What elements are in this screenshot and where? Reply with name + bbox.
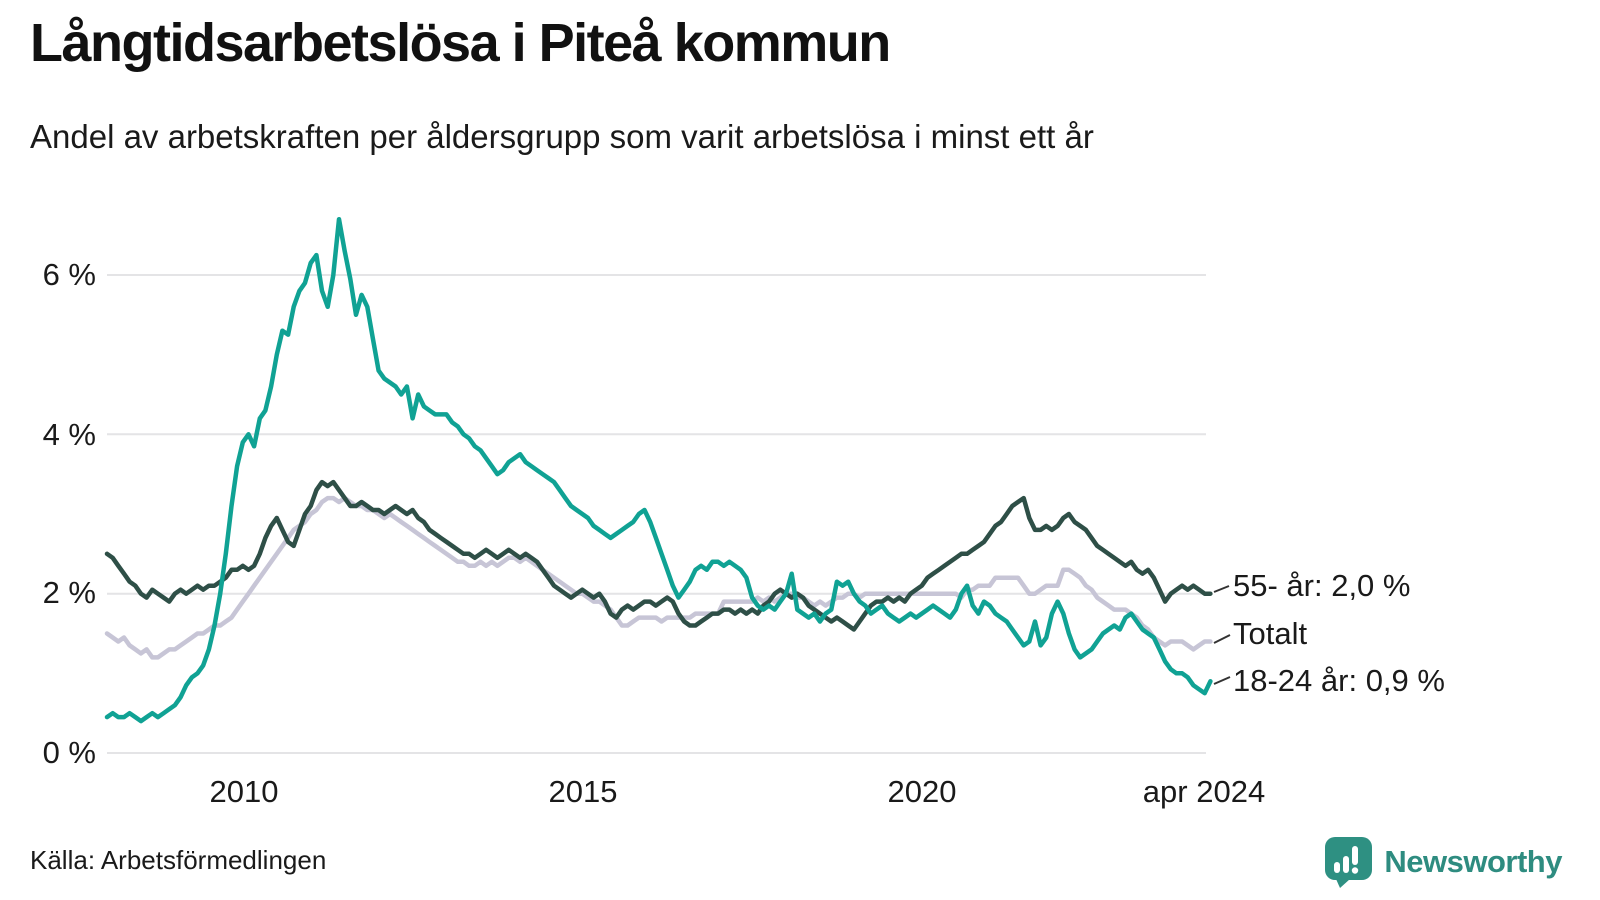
- y-tick-2: 2 %: [42, 575, 96, 610]
- y-tick-6: 6 %: [42, 257, 96, 292]
- chart-subtitle: Andel av arbetskraften per åldersgrupp s…: [30, 118, 1094, 155]
- leader-line-totalt: [1213, 634, 1231, 644]
- series-label-totalt: Totalt: [1233, 616, 1308, 651]
- x-tick-2010: 2010: [209, 774, 279, 809]
- series-label-18-24: 18-24 år: 0,9 %: [1233, 663, 1445, 698]
- y-tick-0: 0 %: [42, 735, 96, 770]
- series-line-55: [104, 479, 1213, 632]
- x-tick-2015: 2015: [548, 774, 618, 809]
- series-line-totalt: [104, 495, 1213, 660]
- newsworthy-logo-text: Newsworthy: [1384, 844, 1562, 879]
- x-tick-2020: 2020: [887, 774, 957, 809]
- leader-line-55: [1213, 585, 1230, 593]
- newsworthy-logo: Newsworthy: [1324, 835, 1562, 889]
- leader-line-18-24: [1213, 676, 1231, 685]
- series-label-55: 55- år: 2,0 %: [1233, 568, 1411, 603]
- source-note: Källa: Arbetsförmedlingen: [30, 845, 327, 875]
- series-line-18-24: [104, 216, 1213, 724]
- newsworthy-logo-icon: [1325, 837, 1373, 888]
- page-title: Långtidsarbetslösa i Piteå kommun: [30, 13, 891, 73]
- x-tick-apr-2024: apr 2024: [1142, 774, 1266, 809]
- y-tick-4: 4 %: [42, 417, 96, 452]
